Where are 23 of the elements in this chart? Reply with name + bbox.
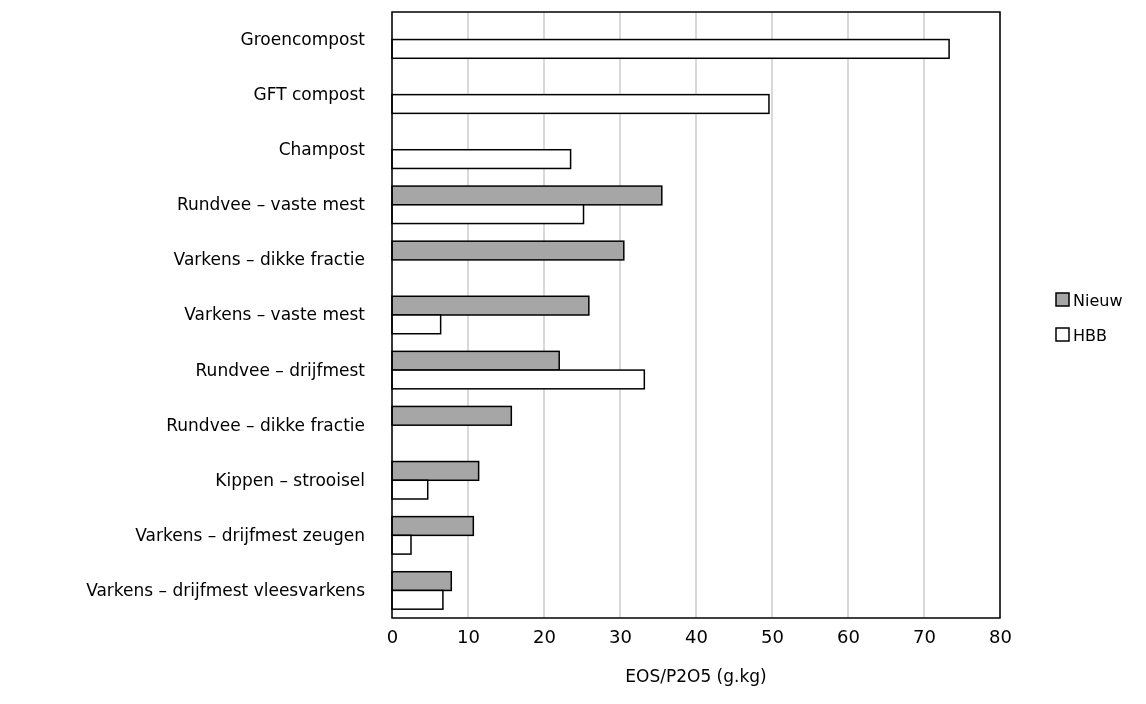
x-tick-label: 0 [386,625,399,647]
y-tick-label: Varkens – dikke fractie [173,249,365,270]
y-tick-label: GFT compost [253,84,366,105]
y-tick-label: Groencompost [240,28,366,49]
legend-label: HBB [1073,326,1107,345]
y-tick-label: Champost [278,139,366,160]
legend-label: Nieuw [1073,291,1123,310]
x-tick-label: 50 [761,625,784,647]
y-tick-label: Rundvee – drijfmest [195,359,366,380]
x-tick-label: 40 [685,625,708,647]
x-axis-title: EOS/P2O5 (g.kg) [625,666,767,686]
y-tick-label: Varkens – vaste mest [184,304,366,325]
y-tick-label: Varkens – drijfmest zeugen [135,524,365,545]
x-tick-label: 80 [989,625,1012,647]
y-tick-label: Rundvee – vaste mest [176,194,366,215]
x-tick-label: 70 [913,625,936,647]
y-tick-label: Rundvee – dikke fractie [166,414,365,435]
y-tick-label: Kippen – strooisel [215,469,365,490]
x-tick-label: 10 [457,625,480,647]
x-tick-label: 30 [609,625,632,647]
y-tick-label: Varkens – drijfmest vleesvarkens [86,579,366,600]
x-tick-label: 20 [533,625,556,647]
x-tick-label: 60 [837,625,860,647]
